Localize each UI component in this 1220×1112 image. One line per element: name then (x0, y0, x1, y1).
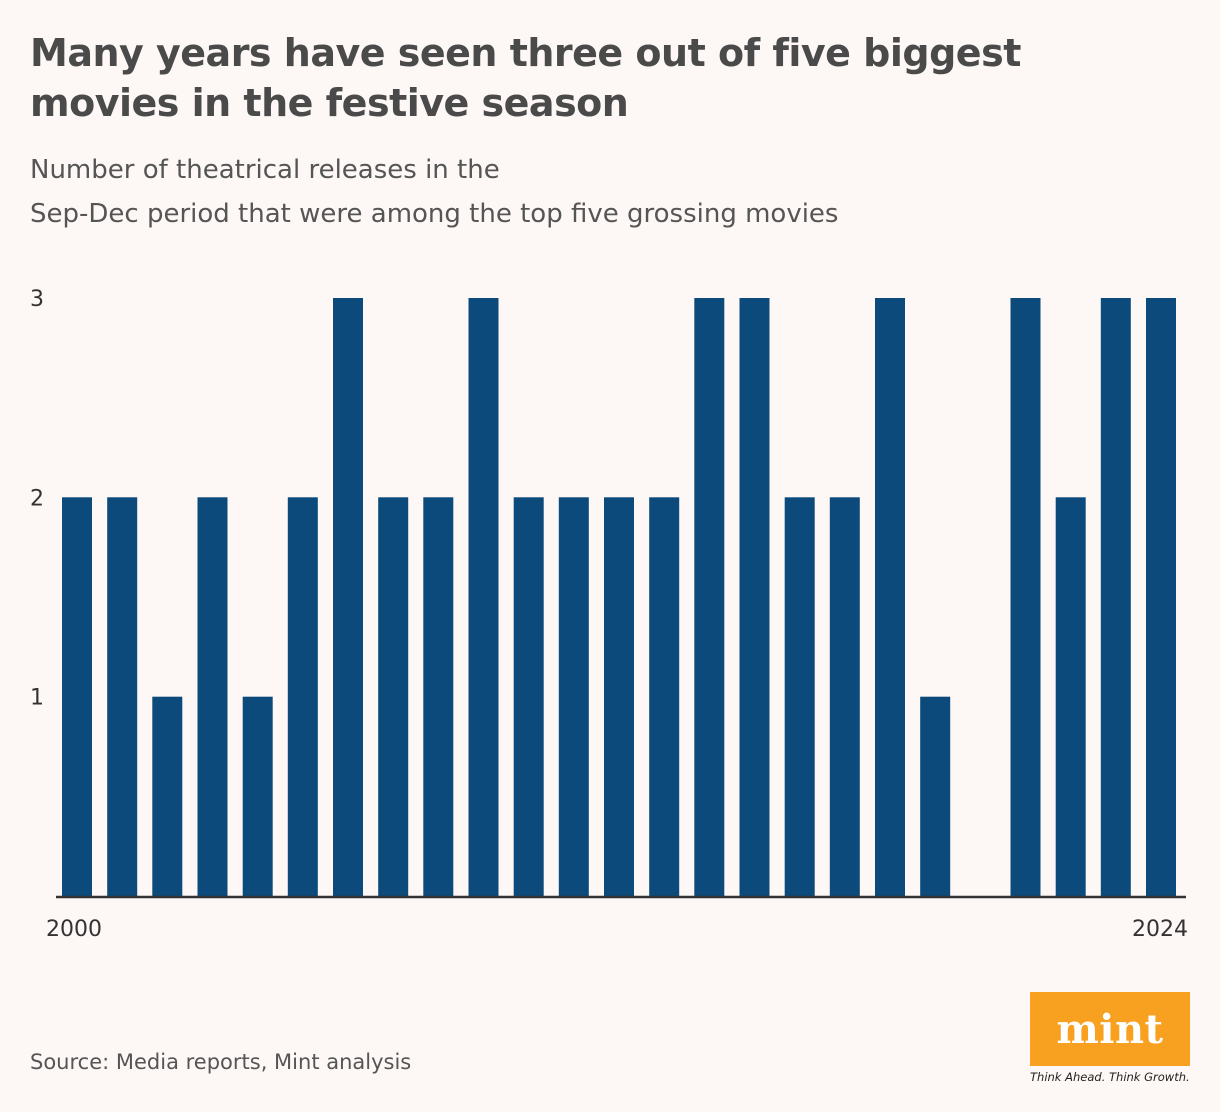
source-note: Source: Media reports, Mint analysis (30, 1050, 412, 1074)
bar-2004 (242, 696, 273, 896)
y-tick-label-1: 1 (30, 686, 44, 711)
bar-2022 (1055, 497, 1086, 896)
bar-2005 (287, 497, 318, 896)
chart-subtitle: Number of theatrical releases in the Sep… (30, 148, 1180, 236)
bar-2006 (333, 298, 363, 896)
bar-2016 (784, 497, 815, 896)
bar-2000 (62, 497, 92, 896)
bar-2007 (378, 497, 409, 896)
bar-2013 (649, 497, 680, 896)
bar-2002 (152, 696, 183, 896)
bar-2018 (875, 298, 905, 896)
bar-2015 (739, 298, 770, 896)
mint-logo: mint (1030, 992, 1190, 1066)
logo-text: mint (1056, 1005, 1164, 1053)
bar-2023 (1100, 298, 1131, 896)
bar-chart: 1 2 3 2000 2024 (30, 287, 1188, 942)
bar-2008 (423, 497, 454, 896)
bar-2009 (468, 298, 499, 896)
y-tick-label-3: 3 (30, 287, 44, 312)
chart-title: Many years have seen three out of five b… (30, 31, 1021, 125)
bar-2001 (107, 497, 138, 896)
bar-2003 (197, 497, 228, 896)
bar-2011 (558, 497, 589, 896)
x-tick-label-2024: 2024 (1132, 917, 1188, 942)
bars-group (62, 298, 1176, 896)
subtitle-line-1: Number of theatrical releases in the (30, 155, 500, 185)
x-tick-label-2000: 2000 (46, 917, 102, 942)
bar-2012 (604, 497, 634, 896)
x-axis-ticks: 2000 2024 (46, 917, 1188, 942)
subtitle-line-2: Sep-Dec period that were among the top f… (30, 199, 839, 229)
logo-tagline: Think Ahead. Think Growth. (1030, 1070, 1190, 1084)
bar-2010 (513, 497, 544, 896)
bar-2019 (920, 696, 951, 896)
bar-2024 (1146, 298, 1176, 896)
y-axis-ticks: 1 2 3 (30, 287, 44, 711)
y-tick-label-2: 2 (30, 486, 44, 511)
bar-2014 (694, 298, 725, 896)
bar-2017 (829, 497, 860, 896)
bar-2021 (1010, 298, 1041, 896)
